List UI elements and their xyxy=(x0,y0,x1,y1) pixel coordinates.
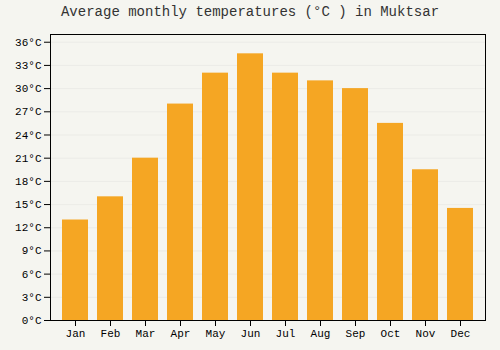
svg-text:May: May xyxy=(206,328,226,340)
svg-text:0°C: 0°C xyxy=(22,315,42,327)
svg-text:9°C: 9°C xyxy=(22,245,42,257)
svg-text:36°C: 36°C xyxy=(15,37,42,49)
svg-text:Jun: Jun xyxy=(241,328,261,340)
svg-text:21°C: 21°C xyxy=(15,153,42,165)
svg-text:Apr: Apr xyxy=(171,328,191,340)
svg-text:18°C: 18°C xyxy=(15,176,42,188)
svg-text:3°C: 3°C xyxy=(22,292,42,304)
svg-text:27°C: 27°C xyxy=(15,106,42,118)
html-text:Average monthly temperatures (: Average monthly temperatures (°C ) in Mu… xyxy=(61,4,439,20)
svg-text:Aug: Aug xyxy=(311,328,331,340)
svg-text:15°C: 15°C xyxy=(15,199,42,211)
svg-text:24°C: 24°C xyxy=(15,130,42,142)
svg-text:Nov: Nov xyxy=(416,328,436,340)
svg-text:Oct: Oct xyxy=(381,328,401,340)
svg-text:Mar: Mar xyxy=(136,328,156,340)
svg-text:Feb: Feb xyxy=(101,328,121,340)
svg-text:Sep: Sep xyxy=(346,328,366,340)
svg-text:Jul: Jul xyxy=(276,328,296,340)
svg-text:30°C: 30°C xyxy=(15,83,42,95)
svg-text:6°C: 6°C xyxy=(22,269,42,281)
svg-text:Jan: Jan xyxy=(66,328,86,340)
svg-text:Dec: Dec xyxy=(451,328,471,340)
svg-text:12°C: 12°C xyxy=(15,222,42,234)
svg-text:33°C: 33°C xyxy=(15,60,42,72)
